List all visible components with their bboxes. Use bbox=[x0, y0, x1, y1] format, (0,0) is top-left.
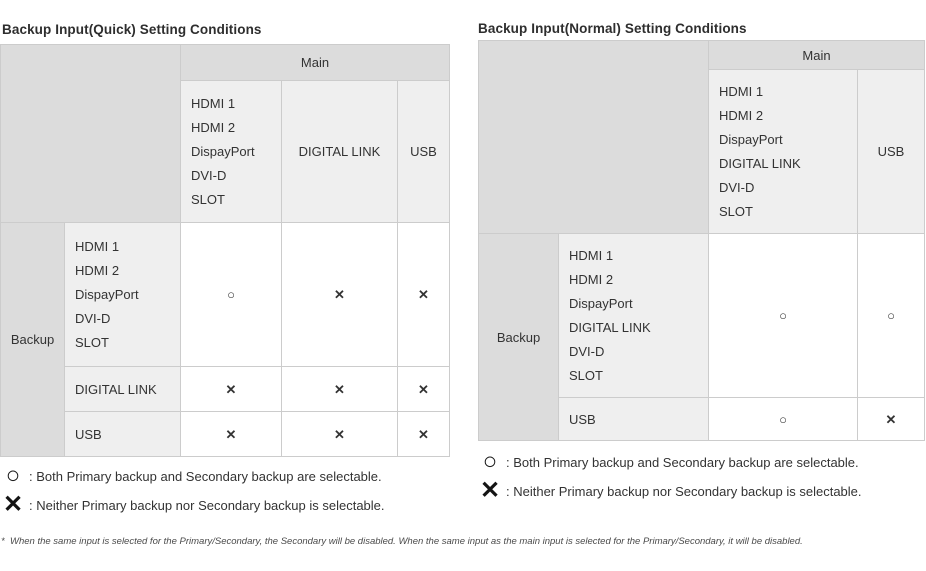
main-header-cell: Main bbox=[181, 45, 450, 81]
data-cell: ✕ bbox=[181, 367, 282, 412]
cross-symbol-icon: ✕ bbox=[2, 491, 24, 518]
row-label-cell: USB bbox=[65, 412, 181, 457]
data-cell: ✕ bbox=[282, 367, 398, 412]
column-header-cell: USB bbox=[858, 70, 925, 234]
data-cell: ✕ bbox=[858, 398, 925, 441]
legend-item: ○ : Both Primary backup and Secondary ba… bbox=[478, 450, 862, 474]
data-cell: ✕ bbox=[398, 223, 450, 367]
data-cell: ✕ bbox=[398, 367, 450, 412]
row-label-cell: HDMI 1 HDMI 2 DispayPort DIGITAL LINK DV… bbox=[559, 234, 709, 398]
backup-normal-table: Main HDMI 1 HDMI 2 DispayPort DIGITAL LI… bbox=[478, 40, 925, 441]
data-cell: ○ bbox=[181, 223, 282, 367]
legend-item: ○ : Both Primary backup and Secondary ba… bbox=[1, 464, 385, 488]
footnote: * When the same input is selected for th… bbox=[0, 535, 916, 549]
backup-header-cell: Backup bbox=[1, 223, 65, 457]
main-header-cell: Main bbox=[709, 41, 925, 70]
left-legend: ○ : Both Primary backup and Secondary ba… bbox=[1, 464, 385, 517]
data-cell: ✕ bbox=[398, 412, 450, 457]
legend-label: : Neither Primary backup nor Secondary b… bbox=[29, 497, 385, 513]
footnote-marker: * bbox=[1, 536, 5, 547]
legend-item: ✕ : Neither Primary backup nor Secondary… bbox=[478, 479, 862, 503]
circle-symbol-icon: ○ bbox=[482, 448, 498, 475]
legend-label: : Both Primary backup and Secondary back… bbox=[506, 454, 859, 470]
right-table-title: Backup Input(Normal) Setting Conditions bbox=[478, 21, 747, 36]
table-corner-cell bbox=[479, 41, 709, 234]
data-cell: ✕ bbox=[282, 223, 398, 367]
column-header-cell: HDMI 1 HDMI 2 DispayPort DVI-D SLOT bbox=[181, 81, 282, 223]
backup-quick-table: Main HDMI 1 HDMI 2 DispayPort DVI-D SLOT… bbox=[0, 44, 450, 457]
row-label-cell: HDMI 1 HDMI 2 DispayPort DVI-D SLOT bbox=[65, 223, 181, 367]
data-cell: ○ bbox=[709, 234, 858, 398]
row-label-cell: DIGITAL LINK bbox=[65, 367, 181, 412]
legend-label: : Neither Primary backup nor Secondary b… bbox=[506, 483, 862, 499]
data-cell: ○ bbox=[709, 398, 858, 441]
circle-symbol-icon: ○ bbox=[5, 462, 21, 489]
data-cell: ○ bbox=[858, 234, 925, 398]
cross-symbol-icon: ✕ bbox=[479, 477, 501, 504]
data-cell: ✕ bbox=[181, 412, 282, 457]
data-cell: ✕ bbox=[282, 412, 398, 457]
backup-header-cell: Backup bbox=[479, 234, 559, 441]
row-label-cell: USB bbox=[559, 398, 709, 441]
right-legend: ○ : Both Primary backup and Secondary ba… bbox=[478, 450, 862, 503]
column-header-cell: HDMI 1 HDMI 2 DispayPort DIGITAL LINK DV… bbox=[709, 70, 858, 234]
legend-item: ✕ : Neither Primary backup nor Secondary… bbox=[1, 493, 385, 517]
footnote-text: When the same input is selected for the … bbox=[10, 536, 803, 547]
left-table-title: Backup Input(Quick) Setting Conditions bbox=[2, 22, 262, 37]
column-header-cell: USB bbox=[398, 81, 450, 223]
column-header-cell: DIGITAL LINK bbox=[282, 81, 398, 223]
table-corner-cell bbox=[1, 45, 181, 223]
legend-label: : Both Primary backup and Secondary back… bbox=[29, 468, 382, 484]
